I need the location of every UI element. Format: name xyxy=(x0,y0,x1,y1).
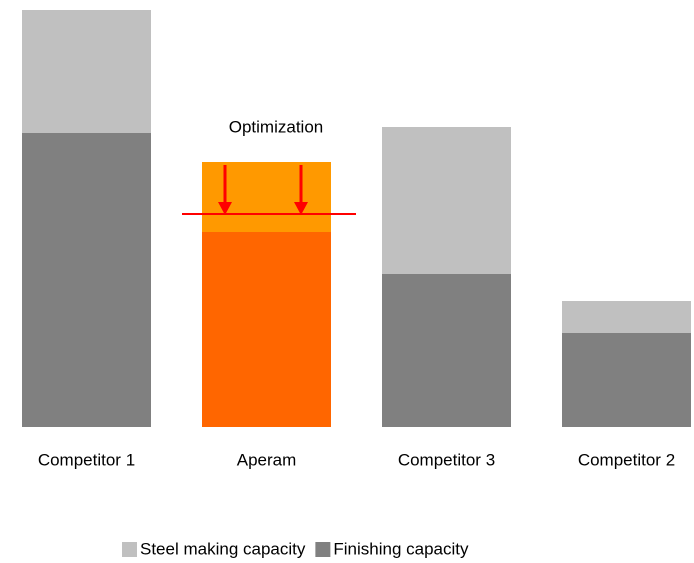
x-tick-label: Aperam xyxy=(237,450,297,469)
x-tick-label: Competitor 2 xyxy=(578,450,675,469)
bar-segment xyxy=(562,333,691,427)
annotation: Optimization xyxy=(229,117,323,136)
bar-segment xyxy=(22,133,151,427)
legend-swatch xyxy=(315,542,331,557)
bar-segment xyxy=(562,301,691,333)
arrow-head xyxy=(294,202,308,215)
bar-segment xyxy=(382,274,511,427)
x-tick-label: Competitor 3 xyxy=(398,450,495,469)
bar-segment xyxy=(202,162,331,232)
x-tick-label: Competitor 1 xyxy=(38,450,135,469)
optimization-marker xyxy=(182,165,356,215)
bar-segment xyxy=(382,127,511,274)
legend-swatch xyxy=(122,542,137,557)
legend-label: Steel making capacity xyxy=(140,539,306,558)
bar-segment xyxy=(202,232,331,427)
legend-label: Finishing capacity xyxy=(333,539,469,558)
bar-segment xyxy=(22,10,151,133)
arrow-head xyxy=(218,202,232,215)
